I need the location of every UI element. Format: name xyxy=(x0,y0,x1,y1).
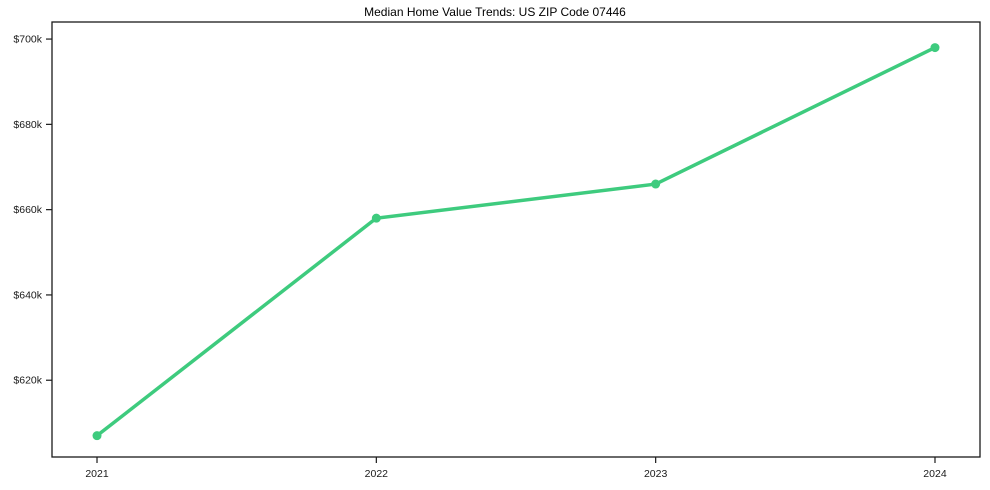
plot-border xyxy=(51,21,981,458)
data-point-marker xyxy=(651,179,661,189)
y-axis-tick-label: $700k xyxy=(13,34,42,46)
data-point-marker xyxy=(92,431,102,441)
x-axis-tick-label: 2023 xyxy=(644,468,668,480)
x-axis-tick-label: 2021 xyxy=(85,468,109,480)
plot-area xyxy=(52,22,980,457)
trend-line xyxy=(95,45,937,438)
y-axis-tick-label: $660k xyxy=(13,204,42,216)
x-axis-tick-label: 2024 xyxy=(923,468,947,480)
chart-title: Median Home Value Trends: US ZIP Code 07… xyxy=(364,5,626,19)
data-point-marker xyxy=(930,43,940,53)
y-axis-tick-label: $620k xyxy=(13,375,42,387)
y-axis-tick-label: $680k xyxy=(13,119,42,131)
data-point-marker xyxy=(371,213,381,223)
y-axis-tick-label: $640k xyxy=(13,289,42,301)
x-axis-tick-label: 2022 xyxy=(365,468,389,480)
